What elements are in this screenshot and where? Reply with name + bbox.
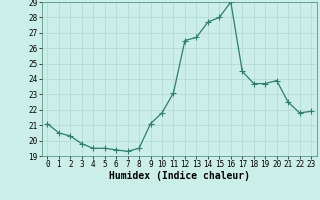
X-axis label: Humidex (Indice chaleur): Humidex (Indice chaleur): [109, 171, 250, 181]
